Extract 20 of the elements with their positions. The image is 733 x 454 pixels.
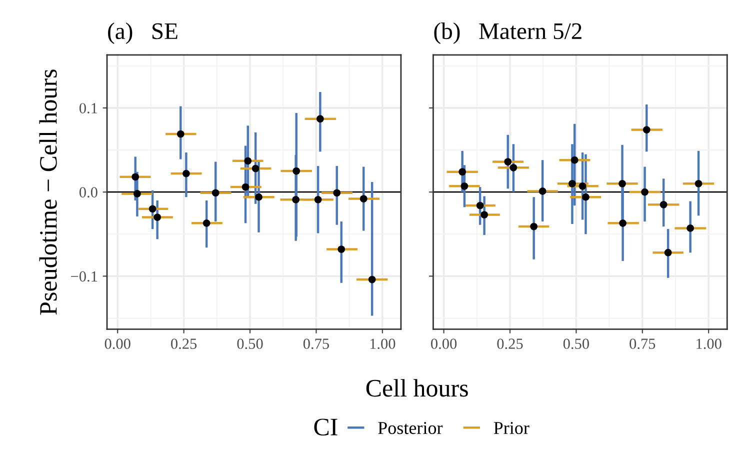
- x-tick-label: 0.50: [563, 338, 589, 349]
- y-tick-label: 0.0: [79, 187, 98, 198]
- chart-title: (b) Matern 5/2: [434, 22, 582, 44]
- x-tick-label: 0.25: [497, 338, 523, 349]
- x-axis-title: Cell hours: [366, 379, 468, 397]
- x-tick-label: 1.00: [696, 338, 722, 349]
- text: Posterior: [378, 422, 443, 434]
- chart-title: (a) SE: [108, 22, 178, 44]
- text: Prior: [494, 422, 530, 434]
- y-tick-label: −0.1: [71, 271, 98, 282]
- y-axis-title: Pseudotime − Cell hours: [39, 70, 57, 315]
- x-tick-label: 1.00: [370, 338, 396, 349]
- legend-title: CI: [314, 418, 338, 436]
- x-tick-label: 0.00: [431, 338, 457, 349]
- x-tick-label: 0.50: [237, 338, 263, 349]
- x-tick-label: 0.00: [104, 338, 130, 349]
- x-tick-label: 0.75: [630, 338, 656, 349]
- x-tick-label: 0.75: [303, 338, 329, 349]
- y-tick-label: 0.1: [79, 103, 98, 114]
- x-tick-label: 0.25: [171, 338, 197, 349]
